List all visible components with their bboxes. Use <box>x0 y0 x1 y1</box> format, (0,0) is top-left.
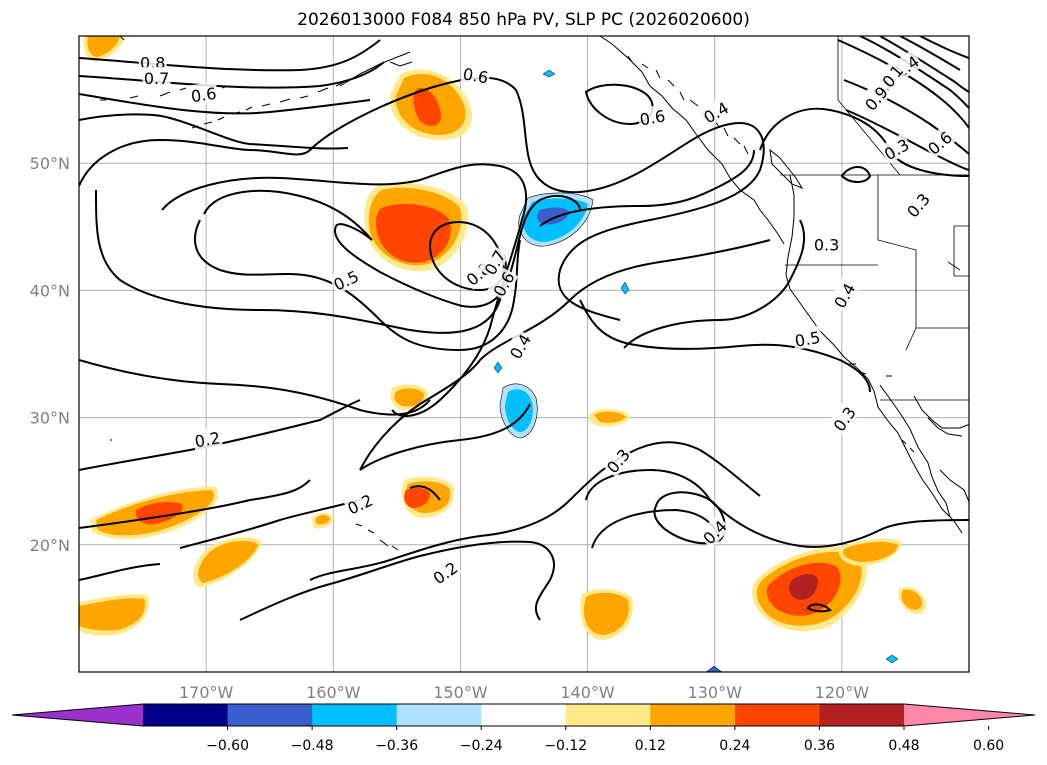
contour-label: 0.7 <box>142 66 171 88</box>
svg-text:0.6: 0.6 <box>190 84 218 106</box>
political-borders <box>780 36 969 401</box>
map-frame <box>78 35 970 673</box>
contour-label: 0.6 <box>188 81 219 106</box>
colorbar-segment <box>396 704 482 726</box>
svg-text:0.6: 0.6 <box>638 106 666 129</box>
lon-tick-label: 150°W <box>433 683 488 702</box>
svg-text:0.6: 0.6 <box>461 64 489 87</box>
pv-positive-area <box>413 87 441 126</box>
pv-contours <box>79 36 969 621</box>
colorbar-segment <box>227 704 313 726</box>
colorbar-extend-min <box>12 704 143 726</box>
pv-positive-area <box>594 411 626 423</box>
svg-text:0.7: 0.7 <box>144 69 169 88</box>
pv-positive-area <box>375 203 451 263</box>
contour-label: 0.4 <box>698 95 733 127</box>
pv-negative-area <box>537 207 570 225</box>
pv-positive-area <box>79 598 145 631</box>
colorbar-tick-label: 0.12 <box>635 738 666 754</box>
lat-tick-label: 40°N <box>30 281 70 300</box>
longitude-labels: 170°W 160°W 150°W 140°W 130°W 120°W <box>179 683 869 702</box>
coastlines <box>100 36 969 551</box>
pv-positive-area <box>404 487 430 508</box>
lon-tick-label: 140°W <box>560 683 615 702</box>
lat-tick-label: 20°N <box>30 536 70 555</box>
pv-negative-area <box>542 69 556 78</box>
svg-text:0.5: 0.5 <box>793 328 821 351</box>
contour-label: 0.3 <box>812 233 841 255</box>
pv-positive-area <box>789 574 818 600</box>
pv-positive-area <box>394 388 424 407</box>
latitude-labels: 50°N 40°N 30°N 20°N <box>30 154 70 555</box>
contour-label: 0.2 <box>191 425 223 451</box>
colorbar-tick-label: 0.24 <box>719 738 750 754</box>
colorbar-tick-label: −0.60 <box>206 738 249 754</box>
svg-text:0.3: 0.3 <box>814 236 839 255</box>
pv-negative-area <box>620 281 630 295</box>
pv-positive-area <box>198 540 258 583</box>
colorbar-segment <box>481 704 567 726</box>
colorbar-segment <box>565 704 651 726</box>
contour-label: 0.5 <box>791 325 823 351</box>
colorbar-segment <box>819 704 905 726</box>
lon-tick-label: 120°W <box>815 683 870 702</box>
colorbar-tick-label: −0.48 <box>291 738 334 754</box>
lon-tick-label: 160°W <box>306 683 361 702</box>
contour-label: 0.6 <box>460 62 492 87</box>
pv-negative-area <box>505 389 533 432</box>
colorbar-tick-label: 0.48 <box>888 738 919 754</box>
pv-shading <box>79 36 926 672</box>
pv-positive-area <box>842 541 898 562</box>
colorbar-segment <box>312 704 398 726</box>
colorbar-segment <box>734 704 820 726</box>
lon-tick-label: 170°W <box>179 683 234 702</box>
colorbar-tick-label: −0.12 <box>544 738 587 754</box>
lon-tick-label: 130°W <box>688 683 743 702</box>
colorbar-tick-label: −0.36 <box>375 738 418 754</box>
pv-positive-area <box>901 589 922 610</box>
colorbar-tick-label: 0.60 <box>973 738 1004 754</box>
pv-positive-area <box>584 592 629 635</box>
colorbar-segment <box>650 704 736 726</box>
colorbar: −0.60 −0.48 −0.36 −0.24 −0.12 0.12 0.24 0.36 0.4… <box>11 703 1036 754</box>
colorbar-segment <box>143 704 229 726</box>
pv-negative-area <box>885 654 899 664</box>
pv-negative-area <box>705 665 723 672</box>
colorbar-tick-label: 0.36 <box>804 738 835 754</box>
colorbar-extend-max <box>904 704 1035 726</box>
pv-positive-area <box>316 515 330 525</box>
contour-label: 0.6 <box>636 104 668 129</box>
map-title: 2026013000 F084 850 hPa PV, SLP PC (2026… <box>297 10 750 30</box>
lat-tick-label: 50°N <box>30 154 70 173</box>
colorbar-tick-label: −0.24 <box>460 738 503 754</box>
pv-positive-area <box>87 36 120 57</box>
lat-tick-label: 30°N <box>30 409 70 428</box>
svg-text:0.2: 0.2 <box>193 428 221 451</box>
pv-negative-area <box>493 361 503 374</box>
